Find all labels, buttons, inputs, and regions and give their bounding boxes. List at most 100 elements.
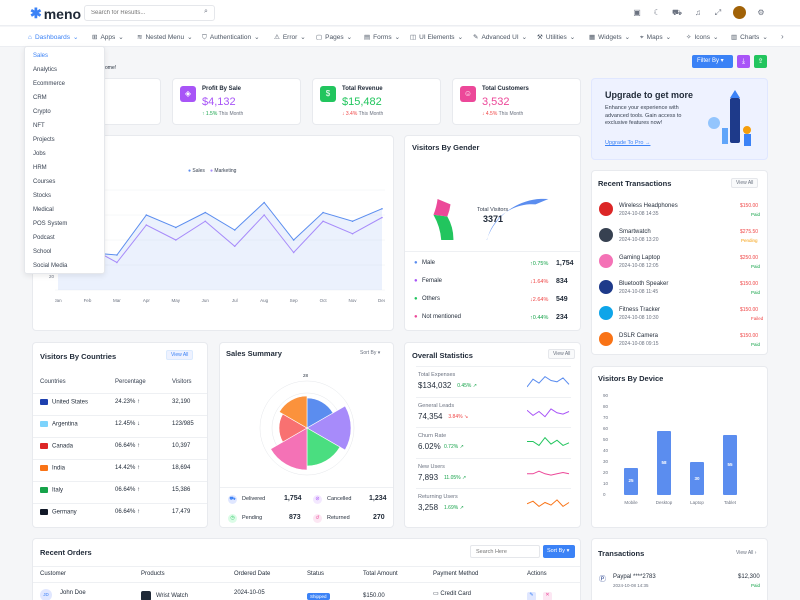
dropdown-item-analytics[interactable]: Analytics [33,67,58,73]
x-tick-label: Oct [320,298,328,303]
map-icon: ⌖ [640,34,644,41]
main-nav [0,27,800,47]
country-percentage: 24.23% ↑ [115,399,141,405]
search-icon[interactable]: ⌕ [204,8,208,15]
upgrade-text: Enhance your experience with advanced to… [605,105,682,127]
dropdown-item-crm[interactable]: CRM [33,95,47,101]
nav-item-pages[interactable]: ▢ Pages ⌄ [316,34,353,41]
gender-value: 549 [556,296,568,303]
total-visitors-label: Total Visitors [477,207,509,213]
recent-transactions-title: Recent Transactions [598,179,672,188]
logo[interactable]: ✱ meno [30,5,82,22]
dropdown-item-medical[interactable]: Medical [33,207,54,213]
chevron-down-icon: ⌄ [118,34,124,41]
welcome-subtitle: ome! [105,65,117,71]
nav-item-apps[interactable]: ⊞ Apps ⌄ [92,34,124,41]
gender-change: ↓2.64% [530,297,549,303]
upgrade-link[interactable]: Upgrade To Pro → [605,140,651,146]
x-tick-label: Jun [202,298,210,303]
transaction-date: 2024-10-08 13:20 [619,237,659,243]
divider [33,503,207,504]
countries-card [32,342,208,528]
edit-icon[interactable]: ✎ [527,592,536,600]
sparkline-path [527,375,570,388]
nav-item-advanced-ui[interactable]: ✎ Advanced UI ⌄ [473,34,528,41]
dropdown-item-projects[interactable]: Projects [33,137,55,143]
recent-transactions-view-all[interactable]: View All [731,178,759,188]
orders-sort-button[interactable]: Sort By ▾ [543,545,575,558]
x-tick-label: Jan [55,298,62,303]
filter-button[interactable]: Filter By ▾ [692,55,733,68]
nav-item-icons[interactable]: ✧ Icons ⌄ [686,34,719,41]
delete-icon[interactable]: ✕ [543,592,552,600]
dropdown-item-social-media[interactable]: Social Media [33,263,68,269]
form-icon: ▤ [364,34,371,41]
translate-icon[interactable]: ▣ [633,8,641,17]
gear-icon[interactable]: ⚙ [757,8,765,17]
data-point [292,251,295,254]
transactions-view-all[interactable]: View All › [736,550,757,556]
trend-up-icon: ↗ [460,474,467,481]
overall-value: 74,354 [418,411,443,421]
share-button[interactable]: ⇪ [754,55,767,68]
chevron-down-icon: ⌄ [762,34,768,41]
country-percentage: 12.45% ↓ [115,421,141,427]
data-point [381,216,383,219]
nav-item-ui-elements[interactable]: ◫ UI Elements ⌄ [410,34,464,41]
nav-item-dashboards[interactable]: ⌂ Dashboards ⌄ [28,34,79,41]
tool-icon: ⚒ [537,34,543,41]
series-line-sales [57,201,383,263]
gender-change: ↑0.75% [530,261,549,267]
divider [220,487,393,488]
gender-label: Female [422,278,443,284]
search-input[interactable] [84,5,215,21]
nav-item-authentication[interactable]: ⛉ Authentication ⌄ [202,34,260,41]
divider [33,481,207,482]
overall-view-all[interactable]: View All [548,349,576,359]
dropdown-item-jobs[interactable]: Jobs [33,151,46,157]
dropdown-item-courses[interactable]: Courses [33,179,56,185]
product-icon [599,254,613,268]
file-icon: ▢ [316,34,323,41]
orders-header: Payment Method [433,571,479,577]
dropdown-item-crypto[interactable]: Crypto [33,109,51,115]
nav-item-error[interactable]: ⚠ Error ⌄ [274,34,306,41]
sparkline-path [527,499,570,508]
transaction-date: 2024-10-08 14:35 [619,211,659,217]
moon-icon[interactable]: ☾ [653,8,661,17]
dropdown-item-hrm[interactable]: HRM [33,165,47,171]
nav-item-maps[interactable]: ⌖ Maps ⌄ [640,34,672,41]
device-bar-tablet [723,434,737,495]
bell-icon[interactable]: ♫ [695,8,701,17]
sales-summary-title: Sales Summary [226,349,282,358]
nav-item-nested-menu[interactable]: ≋ Nested Menu ⌄ [137,34,193,41]
chart-icon: ▥ [731,34,738,41]
dropdown-item-nft[interactable]: NFT [33,123,45,129]
nav-item-forms[interactable]: ▤ Forms ⌄ [364,34,401,41]
chevron-down-icon: ⌄ [346,34,353,41]
nav-item-charts[interactable]: ▥ Charts ⌄ [731,34,768,41]
divider [33,582,580,583]
dropdown-item-pos-system[interactable]: POS System [33,221,68,227]
sales-summary-sort[interactable]: Sort By ▾ [360,350,381,356]
dropdown-item-ecommerce[interactable]: Ecommerce [33,81,66,87]
transaction-amount: $150.00 [740,281,759,287]
nav-item-utilities[interactable]: ⚒ Utilities ⌄ [537,34,576,41]
nav-next-icon[interactable]: › [781,32,784,41]
cart-icon[interactable]: ⛟ [671,8,683,17]
nav-item-widgets[interactable]: ▦ Widgets ⌄ [589,34,631,41]
arrow-up-icon: ↑ [530,315,533,321]
fullscreen-icon[interactable]: ⤢ [714,8,722,17]
download-button[interactable]: ⤓ [737,55,750,68]
dropdown-item-school[interactable]: School [33,249,52,255]
dropdown-item-sales[interactable]: Sales [33,53,49,59]
orders-search-input[interactable] [470,545,540,558]
data-point [351,232,354,235]
countries-view-all[interactable]: View All [166,350,194,360]
chevron-down-icon: ⌄ [300,34,306,41]
avatar[interactable] [733,6,746,19]
country-name: Italy [40,487,63,494]
bar-value-label: 30 [694,475,700,481]
dropdown-item-stocks[interactable]: Stocks [33,193,52,199]
dropdown-item-podcast[interactable]: Podcast [33,235,55,241]
